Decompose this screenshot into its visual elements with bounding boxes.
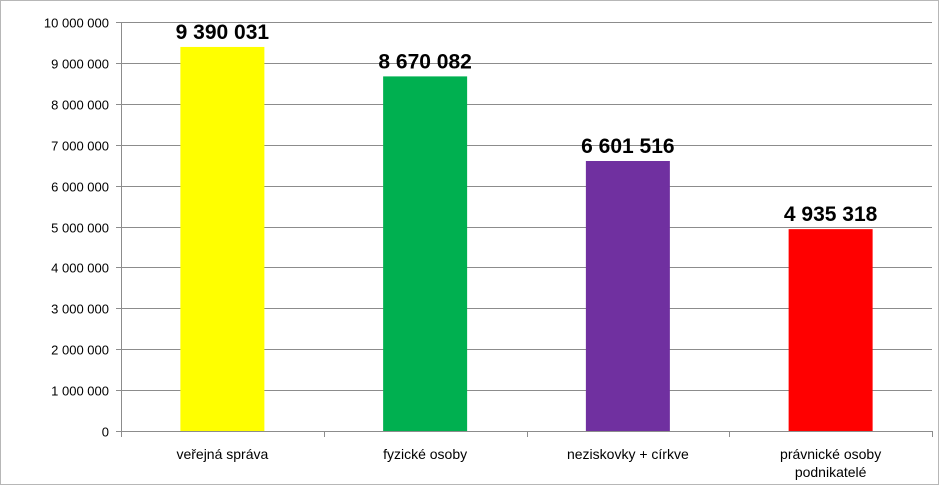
category-label: fyzické osoby [383, 446, 467, 462]
y-tick-label: 6 000 000 [51, 180, 109, 195]
bar [585, 160, 670, 432]
data-label: 4 935 318 [784, 203, 878, 226]
y-tick-label: 2 000 000 [51, 343, 109, 358]
category-label: právnické osoby [780, 446, 881, 462]
y-tick-label: 4 000 000 [51, 261, 109, 276]
y-tick-label: 10 000 000 [44, 16, 109, 31]
y-tick-label: 8 000 000 [51, 98, 109, 113]
y-tick-labels: 0 1 000 000 2 000 000 3 000 000 4 000 000 5 0… [44, 16, 109, 440]
y-tick-label: 0 [102, 425, 109, 440]
y-tick-label: 9 000 000 [51, 57, 109, 72]
data-labels: 9 390 031 8 670 082 6 601 516 4 935 318 [176, 21, 878, 226]
y-tick-label: 7 000 000 [51, 139, 109, 154]
y-tick-label: 1 000 000 [51, 384, 109, 399]
bar [788, 229, 873, 431]
data-label: 6 601 516 [581, 135, 674, 158]
category-label: neziskovky + církve [567, 446, 689, 462]
y-tick-label: 3 000 000 [51, 302, 109, 317]
bars [180, 46, 873, 432]
data-label: 8 670 082 [378, 50, 471, 73]
category-label: veřejná správa [176, 446, 268, 462]
category-label: podnikatelé [795, 464, 867, 480]
y-tick-label: 5 000 000 [51, 221, 109, 236]
data-label: 9 390 031 [176, 21, 270, 44]
axes [116, 22, 933, 437]
bar [383, 76, 468, 431]
bar [180, 46, 265, 432]
category-labels: veřejná správa fyzické osoby neziskovky + … [176, 446, 881, 480]
